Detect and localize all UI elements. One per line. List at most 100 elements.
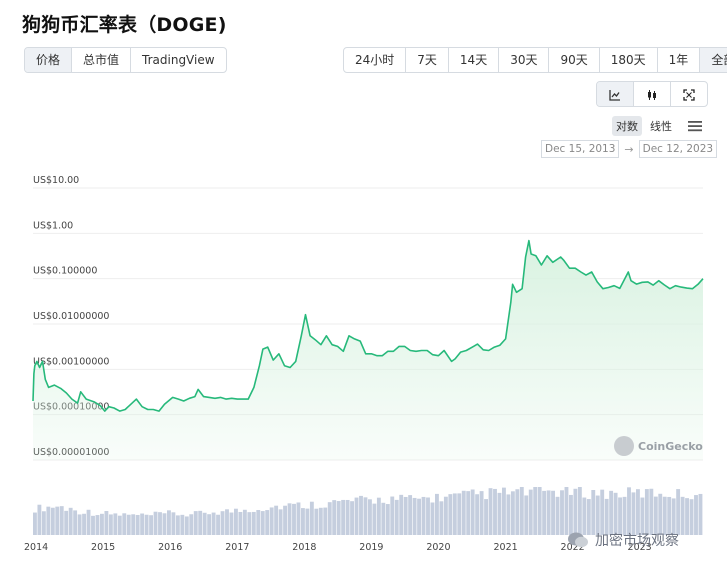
log-scale-button[interactable]: 对数 — [612, 116, 642, 136]
scale-toggle: 对数 线性 — [612, 116, 702, 136]
date-arrow: → — [624, 142, 634, 156]
tab-market-cap[interactable]: 总市值 — [72, 48, 132, 72]
price-line — [32, 239, 704, 412]
volume-bar — [676, 489, 681, 535]
volume-bar — [546, 490, 551, 535]
volume-bar — [345, 499, 350, 535]
volume-bar — [225, 509, 229, 535]
volume-bar — [435, 493, 439, 535]
volume-bar — [318, 507, 323, 535]
volume-bar — [283, 505, 287, 535]
volume-bar — [131, 514, 136, 535]
volume-bar — [689, 499, 694, 535]
volume-bar — [443, 496, 448, 535]
volume-bar — [260, 511, 265, 535]
page-title: 狗狗币汇率表（DOGE) — [22, 14, 227, 36]
date-from-field[interactable]: Dec 15, 2013 — [541, 140, 620, 158]
volume-bar — [399, 494, 404, 535]
volume-bar — [82, 513, 86, 535]
x-tick-label: 2021 — [494, 542, 518, 553]
range-14d-button[interactable]: 14天 — [449, 48, 500, 72]
hamburger-menu-icon[interactable] — [688, 120, 702, 132]
coingecko-logo-icon — [614, 436, 634, 456]
volume-bar — [394, 499, 399, 535]
volume-bar — [314, 508, 319, 535]
volume-bar — [466, 491, 471, 535]
volume-bar — [685, 498, 689, 535]
expand-icon — [683, 88, 695, 101]
volume-bar — [296, 502, 301, 535]
volume-bar — [341, 499, 346, 535]
volume-bar — [528, 489, 533, 535]
volume-bar — [551, 490, 555, 535]
volume-bar — [604, 498, 609, 535]
volume-bar — [493, 488, 497, 535]
candlestick-button[interactable] — [634, 82, 671, 106]
x-tick-label: 2018 — [292, 542, 316, 553]
date-to-field[interactable]: Dec 12, 2023 — [638, 140, 718, 158]
volume-bar — [475, 494, 480, 535]
volume-bar — [640, 497, 645, 535]
volume-bar — [207, 514, 212, 535]
volume-bar — [519, 487, 524, 535]
range-7d-button[interactable]: 7天 — [406, 48, 449, 72]
volume-bar — [586, 499, 591, 535]
wechat-icon — [568, 532, 588, 548]
volume-bar — [631, 492, 636, 535]
fullscreen-button[interactable] — [671, 82, 707, 106]
x-tick-label: 2019 — [359, 542, 383, 553]
range-180d-button[interactable]: 180天 — [600, 48, 658, 72]
volume-bar — [247, 512, 252, 535]
volume-bar — [354, 497, 359, 535]
volume-bar — [149, 515, 153, 535]
volume-bar — [381, 502, 386, 535]
x-tick-label: 2022 — [561, 542, 585, 553]
range-90d-button[interactable]: 90天 — [549, 48, 600, 72]
wechat-caption-text: 加密市场观察 — [595, 533, 679, 549]
volume-bar — [309, 501, 314, 535]
volume-bar — [234, 508, 238, 535]
volume-bar — [167, 510, 171, 535]
linear-scale-button[interactable]: 线性 — [650, 120, 672, 133]
volume-bar — [104, 510, 109, 535]
volume-bar — [332, 500, 337, 535]
volume-bar — [55, 506, 60, 535]
volume-bar — [359, 495, 363, 535]
volume-bar — [158, 512, 162, 535]
y-tick-label: US$1.00 — [33, 220, 73, 231]
chart-tabs: 价格 总市值 TradingView — [24, 47, 227, 73]
x-tick-label: 2023 — [628, 542, 652, 553]
y-tick-label: US$0.01000000 — [33, 311, 109, 322]
tab-tradingview[interactable]: TradingView — [142, 53, 215, 67]
range-1y-button[interactable]: 1年 — [658, 48, 701, 72]
volume-bar — [122, 513, 127, 535]
volume-bar — [77, 514, 82, 535]
volume-bar — [113, 513, 118, 535]
volume-bar — [211, 512, 216, 535]
tab-price[interactable]: 价格 — [25, 48, 73, 72]
coingecko-watermark: CoinGecko — [614, 436, 703, 456]
volume-bar — [140, 513, 145, 535]
range-all-button[interactable]: 全部 — [700, 48, 727, 72]
volume-bar — [336, 501, 341, 535]
volume-bar — [537, 487, 542, 535]
volume-bar — [251, 511, 256, 535]
line-chart-button[interactable] — [597, 82, 634, 106]
volume-bar — [126, 514, 131, 535]
volume-bar — [555, 496, 560, 535]
date-range: Dec 15, 2013 → Dec 12, 2023 — [541, 140, 718, 158]
volume-bar — [117, 515, 122, 535]
range-24h-button[interactable]: 24小时 — [344, 48, 407, 72]
x-tick-label: 2015 — [91, 542, 115, 553]
volume-bar — [470, 489, 475, 535]
volume-bar — [421, 496, 426, 535]
volume-bar — [595, 495, 600, 535]
volume-bar — [569, 494, 573, 535]
range-30d-button[interactable]: 30天 — [499, 48, 550, 72]
volume-bar — [327, 502, 332, 535]
volume-bar — [591, 489, 596, 535]
volume-bar — [193, 511, 198, 535]
volume-bar — [305, 508, 310, 535]
volume-bar — [265, 510, 270, 535]
volume-bar — [64, 510, 69, 535]
